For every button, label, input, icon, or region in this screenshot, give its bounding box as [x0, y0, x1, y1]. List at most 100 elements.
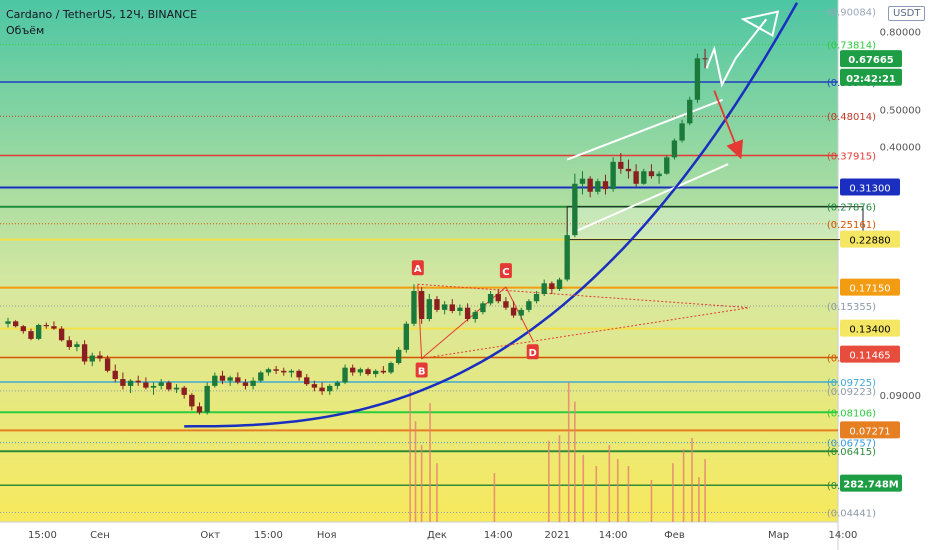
price-axis-area	[838, 0, 932, 550]
parabolic-curve	[184, 2, 799, 428]
demand-zone-box	[566, 206, 864, 241]
candle-body	[219, 375, 226, 381]
candle-body	[334, 382, 341, 386]
pattern-point-label: C	[502, 267, 509, 278]
level-value: (0.73814)	[827, 41, 876, 52]
candle-body	[449, 304, 455, 311]
candle-body	[357, 369, 364, 373]
price-tag	[840, 474, 902, 492]
pattern-point-marker	[499, 263, 512, 279]
x-tick-label: 14:00	[829, 530, 858, 541]
candle-body	[503, 301, 509, 308]
volume-bar	[547, 440, 550, 522]
candle-body	[418, 291, 425, 319]
level-value: 0.07271	[849, 426, 890, 437]
candle-body	[12, 321, 19, 327]
level-value: (0.25161)	[827, 220, 876, 231]
candle-body	[143, 382, 149, 388]
projection-arrow-head	[740, 10, 780, 38]
level-value: 0.11465	[849, 351, 890, 362]
candle-body	[648, 171, 655, 177]
level-value: (0.06757)	[827, 439, 876, 450]
candle-body	[610, 161, 616, 190]
candle-body	[526, 301, 532, 310]
level-value: (0.08106)	[827, 408, 876, 419]
candle-body	[204, 385, 210, 413]
candle-body	[403, 323, 410, 350]
candles	[5, 48, 708, 415]
candle-body	[641, 171, 647, 184]
volume-bar	[567, 382, 570, 522]
candle-body	[595, 181, 601, 192]
level-value: 0.22880	[849, 236, 890, 247]
x-tick-label: Дек	[427, 530, 447, 541]
candle-body	[618, 161, 624, 169]
candle-body	[395, 349, 402, 364]
candle-body	[58, 328, 65, 341]
candle-body	[487, 294, 494, 304]
y-tick-label: 0.40000	[880, 143, 921, 154]
volume-bar	[429, 403, 431, 522]
candle-body	[664, 157, 670, 174]
level-value: (0.09223)	[827, 387, 876, 398]
scale-mode-button[interactable]: USDT	[888, 6, 926, 21]
candle-body	[671, 140, 678, 158]
pattern-point-marker	[415, 362, 428, 378]
candle-body	[464, 307, 471, 319]
candle-body	[518, 309, 524, 316]
candle-body	[365, 369, 371, 375]
candle-body	[97, 355, 103, 359]
volume-bar	[595, 466, 598, 522]
projection-arrow-up	[705, 18, 768, 88]
candle-body	[411, 291, 417, 324]
pattern-point-label: B	[418, 366, 426, 377]
candle-body	[472, 312, 478, 319]
candle-body	[702, 58, 708, 60]
volume-bar	[627, 466, 630, 522]
candle-body	[457, 307, 463, 311]
level-tag	[840, 421, 900, 439]
candle-body	[235, 377, 241, 383]
volume-bar	[558, 435, 561, 522]
price-tag-value: 02:42:21	[846, 74, 896, 85]
level-value: (0.48014)	[827, 112, 876, 123]
candle-body	[441, 304, 448, 310]
volume-bar	[672, 463, 674, 522]
x-tick-label: 14:00	[484, 530, 513, 541]
candle-body	[572, 183, 578, 236]
volume-bar	[436, 463, 438, 522]
chart-title: Cardano / TetherUS, 12Ч, BINANCE	[6, 8, 198, 21]
price-tag-value: 282.748M	[843, 480, 899, 491]
x-tick-label: 15:00	[254, 530, 283, 541]
candle-body	[549, 283, 555, 290]
level-value: 0.13400	[849, 325, 890, 336]
volume-bar	[608, 445, 611, 522]
candle-body	[112, 370, 118, 380]
x-tick-label: Окт	[200, 530, 220, 541]
x-tick-labels: 15:00 Сен Окт 15:00 Ноя Дек 14:00 2021 14:00 Фев М…	[28, 530, 857, 541]
projection-arrow-down	[713, 90, 744, 160]
level-value: (0.06415)	[827, 447, 876, 458]
candle-body	[120, 379, 126, 386]
candle-body	[319, 387, 325, 392]
triangle-lower-line	[421, 307, 750, 359]
candle-body	[135, 380, 141, 383]
candle-body	[281, 370, 287, 373]
candle-body	[388, 363, 394, 373]
level-value: (0.27876)	[827, 203, 876, 214]
volume-bar	[704, 459, 706, 522]
candle-body	[166, 382, 172, 390]
y-tick-label: 0.80000	[880, 27, 921, 38]
y-tick-label: 0.50000	[880, 105, 921, 116]
candle-body	[89, 355, 95, 362]
candle-body	[380, 370, 387, 373]
pattern-point-label: A	[414, 264, 422, 275]
candle-body	[196, 406, 203, 413]
level-value: (0.37915)	[827, 152, 876, 163]
candle-body	[579, 178, 586, 184]
candle-body	[327, 385, 333, 392]
candle-body	[81, 344, 88, 362]
price-tag-value: 0.67665	[848, 55, 894, 66]
volume-bar	[409, 389, 411, 522]
